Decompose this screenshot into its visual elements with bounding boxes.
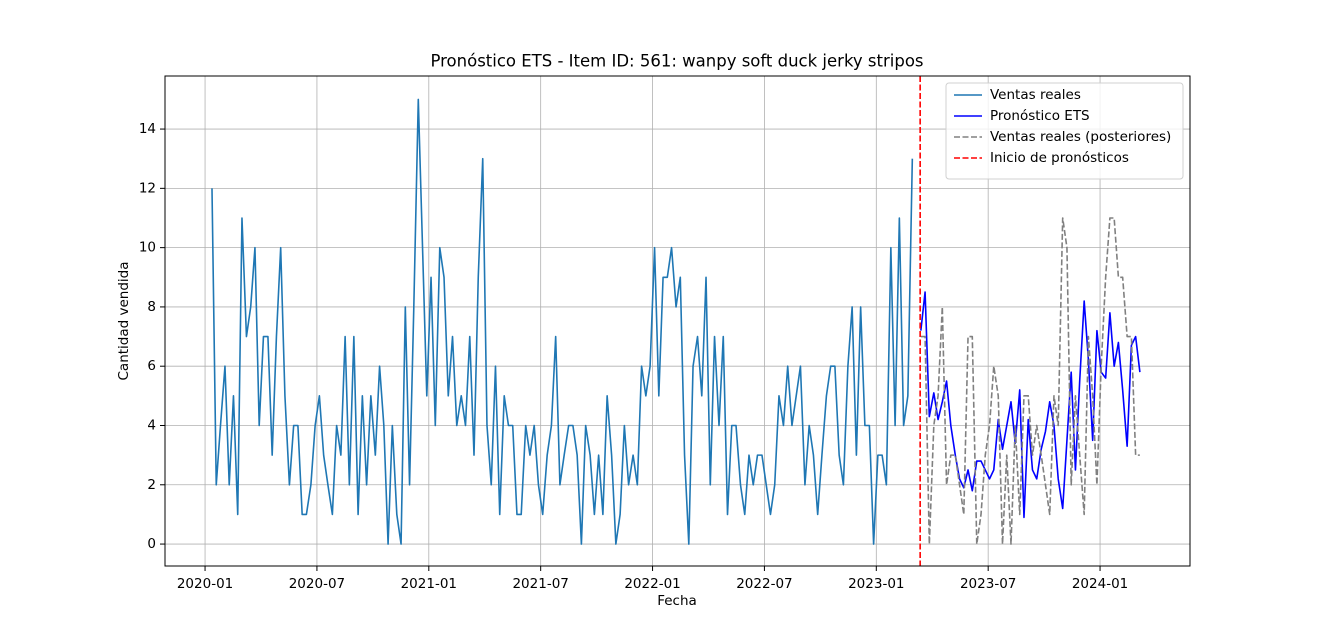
x-tick-label: 2020-07 xyxy=(289,576,345,592)
x-tick-label: 2023-07 xyxy=(960,576,1016,592)
x-tick-label: 2022-01 xyxy=(624,576,680,592)
series-line xyxy=(211,98,914,545)
legend-label: Inicio de pronósticos xyxy=(990,150,1129,166)
y-tick-label: 6 xyxy=(147,358,156,374)
y-tick-label: 12 xyxy=(139,180,156,196)
legend-label: Ventas reales xyxy=(990,87,1081,103)
y-tick-label: 14 xyxy=(139,121,156,137)
x-tick-label: 2024-01 xyxy=(1072,576,1128,592)
y-tick-label: 10 xyxy=(139,240,156,256)
x-axis-label: Fecha xyxy=(657,593,697,609)
y-tick-label: 8 xyxy=(147,299,156,315)
legend-box xyxy=(945,82,1184,180)
x-tick-label: 2021-01 xyxy=(401,576,457,592)
x-tick-label: 2023-01 xyxy=(848,576,904,592)
y-tick-label: 0 xyxy=(147,536,156,552)
chart-title: Pronóstico ETS - Item ID: 561: wanpy sof… xyxy=(430,52,923,71)
legend: Ventas reales Pronóstico ETS Ventas reales… xyxy=(945,82,1184,180)
legend-label: Pronóstico ETS xyxy=(990,108,1090,124)
y-tick-label: 2 xyxy=(147,477,156,493)
y-axis-label: Cantidad vendida xyxy=(116,261,132,380)
y-tick-label: 4 xyxy=(147,417,156,433)
axes-frame xyxy=(164,75,1191,567)
x-tick-label: 2021-07 xyxy=(512,576,568,592)
legend-label: Ventas reales (posteriores) xyxy=(990,129,1171,145)
x-tick-label: 2020-01 xyxy=(177,576,233,592)
plot-area xyxy=(211,76,1141,566)
x-tick-label: 2022-07 xyxy=(736,576,792,592)
series-line xyxy=(920,217,1140,545)
